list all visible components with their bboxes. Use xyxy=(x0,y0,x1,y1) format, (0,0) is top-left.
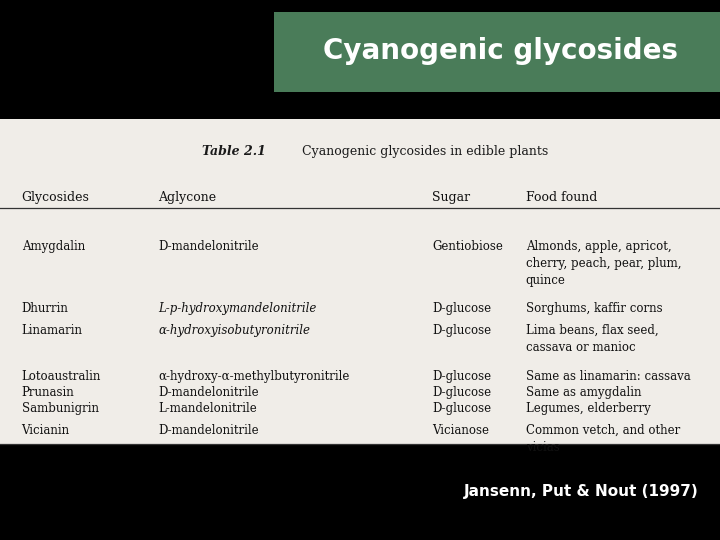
Text: Table 2.1: Table 2.1 xyxy=(202,145,266,158)
Text: Linamarin: Linamarin xyxy=(22,324,83,337)
Text: Cyanogenic glycosides in edible plants: Cyanogenic glycosides in edible plants xyxy=(302,145,549,158)
Text: Lima beans, flax seed,
cassava or manioc: Lima beans, flax seed, cassava or manioc xyxy=(526,324,658,354)
Text: α-hydroxy-α-methylbutyronitrile: α-hydroxy-α-methylbutyronitrile xyxy=(158,370,350,383)
Text: Dhurrin: Dhurrin xyxy=(22,302,68,315)
Text: D-glucose: D-glucose xyxy=(432,324,491,337)
Text: D-glucose: D-glucose xyxy=(432,402,491,415)
Text: Glycosides: Glycosides xyxy=(22,191,89,204)
Text: Sugar: Sugar xyxy=(432,191,470,204)
Text: α-hydroxyisobutyronitrile: α-hydroxyisobutyronitrile xyxy=(158,324,310,337)
Text: L-p-hydroxymandelonitrile: L-p-hydroxymandelonitrile xyxy=(158,302,317,315)
FancyBboxPatch shape xyxy=(274,12,720,92)
Text: Same as linamarin: cassava: Same as linamarin: cassava xyxy=(526,370,690,383)
Text: Sambunigrin: Sambunigrin xyxy=(22,402,99,415)
Text: D-mandelonitrile: D-mandelonitrile xyxy=(158,386,259,399)
Text: D-glucose: D-glucose xyxy=(432,386,491,399)
Text: Food found: Food found xyxy=(526,191,597,204)
Text: Common vetch, and other
vicias: Common vetch, and other vicias xyxy=(526,424,680,454)
Text: Prunasin: Prunasin xyxy=(22,386,74,399)
Text: D-mandelonitrile: D-mandelonitrile xyxy=(158,240,259,253)
Text: Cyanogenic glycosides: Cyanogenic glycosides xyxy=(323,37,678,65)
Text: Sorghums, kaffir corns: Sorghums, kaffir corns xyxy=(526,302,662,315)
Text: Legumes, elderberry: Legumes, elderberry xyxy=(526,402,650,415)
Text: Same as amygdalin: Same as amygdalin xyxy=(526,386,641,399)
Text: Vicianin: Vicianin xyxy=(22,424,70,437)
Text: D-glucose: D-glucose xyxy=(432,370,491,383)
Text: Amygdalin: Amygdalin xyxy=(22,240,85,253)
Text: Jansenn, Put & Nout (1997): Jansenn, Put & Nout (1997) xyxy=(464,484,698,499)
Text: D-mandelonitrile: D-mandelonitrile xyxy=(158,424,259,437)
Text: Vicianose: Vicianose xyxy=(432,424,489,437)
Text: L-mandelonitrile: L-mandelonitrile xyxy=(158,402,257,415)
FancyBboxPatch shape xyxy=(0,119,720,444)
Text: Almonds, apple, apricot,
cherry, peach, pear, plum,
quince: Almonds, apple, apricot, cherry, peach, … xyxy=(526,240,681,287)
Text: Gentiobiose: Gentiobiose xyxy=(432,240,503,253)
Text: Lotoaustralin: Lotoaustralin xyxy=(22,370,101,383)
Text: Aglycone: Aglycone xyxy=(158,191,217,204)
Text: D-glucose: D-glucose xyxy=(432,302,491,315)
